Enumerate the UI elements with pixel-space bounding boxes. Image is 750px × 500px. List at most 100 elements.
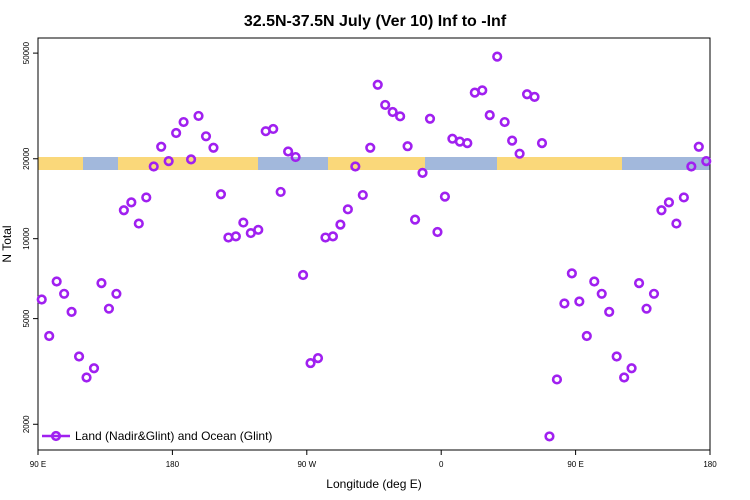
data-point <box>411 216 419 224</box>
data-point <box>419 169 427 177</box>
data-point <box>598 290 606 298</box>
data-point <box>531 93 539 101</box>
y-axis: 2000 5000 10000 20000 50000 <box>22 41 38 433</box>
data-point <box>486 111 494 119</box>
data-point <box>142 194 150 202</box>
data-point <box>650 290 658 298</box>
data-point <box>658 206 666 214</box>
data-point <box>493 53 501 61</box>
data-point <box>665 199 673 207</box>
data-point <box>344 206 352 214</box>
data-point <box>478 87 486 95</box>
data-point <box>605 308 613 316</box>
data-point <box>135 220 143 228</box>
y-axis-label: N Total <box>0 225 14 262</box>
data-point <box>643 305 651 313</box>
data-point <box>299 271 307 279</box>
data-point <box>695 143 703 151</box>
data-point <box>366 144 374 152</box>
data-point <box>277 188 285 196</box>
data-point <box>68 308 76 316</box>
data-point <box>359 191 367 199</box>
data-point <box>516 150 524 158</box>
data-point <box>60 290 68 298</box>
data-point <box>284 148 292 156</box>
data-point <box>374 81 382 89</box>
data-point <box>172 129 180 137</box>
data-point <box>202 133 210 141</box>
chart-title: 32.5N-37.5N July (Ver 10) Inf to -Inf <box>244 13 507 30</box>
data-point <box>314 354 322 362</box>
map-strip-segment <box>497 157 622 170</box>
data-point <box>501 118 509 126</box>
data-point <box>441 193 449 201</box>
data-point <box>329 233 337 241</box>
map-strip-segment <box>38 157 83 170</box>
data-point <box>426 115 434 123</box>
legend: Land (Nadir&Glint) and Ocean (Glint) <box>42 429 272 443</box>
data-point <box>105 305 113 313</box>
data-point <box>53 278 61 286</box>
x-tick-label: 90 E <box>567 460 583 469</box>
data-point <box>673 220 681 228</box>
data-point <box>583 332 591 340</box>
data-point <box>98 279 106 287</box>
y-tick-label: 20000 <box>22 147 31 170</box>
data-point <box>553 376 561 384</box>
data-point <box>568 270 576 278</box>
plot-frame <box>38 38 710 450</box>
map-strip-segment <box>622 157 710 170</box>
data-point <box>90 364 98 372</box>
data-point <box>404 142 412 150</box>
data-point <box>254 226 262 234</box>
legend-label: Land (Nadir&Glint) and Ocean (Glint) <box>75 429 272 443</box>
data-point <box>434 228 442 236</box>
data-point <box>561 300 569 308</box>
data-point <box>113 290 121 298</box>
data-point <box>38 296 46 304</box>
data-point <box>381 101 389 109</box>
map-strip-segment <box>83 157 118 170</box>
data-point <box>269 125 277 133</box>
x-tick-label: 90 W <box>297 460 316 469</box>
data-point <box>396 113 404 121</box>
y-tick-label: 5000 <box>22 309 31 327</box>
data-point <box>337 221 345 229</box>
data-point <box>538 139 546 147</box>
y-tick-label: 50000 <box>22 41 31 64</box>
data-point <box>613 353 621 361</box>
y-tick-label: 10000 <box>22 227 31 250</box>
x-axis-label: Longitude (deg E) <box>326 477 421 491</box>
data-point <box>240 219 248 227</box>
x-tick-label: 180 <box>703 460 717 469</box>
map-strip-segment <box>328 157 425 170</box>
map-strip <box>38 157 710 170</box>
data-point <box>157 143 165 151</box>
data-point <box>628 364 636 372</box>
data-point <box>195 112 203 120</box>
data-point <box>546 433 554 441</box>
data-point <box>128 199 136 207</box>
data-point <box>120 206 128 214</box>
data-point <box>635 279 643 287</box>
map-strip-segment <box>425 157 497 170</box>
y-tick-label: 2000 <box>22 415 31 433</box>
data-point <box>217 190 225 198</box>
data-points <box>38 53 710 440</box>
data-point <box>180 118 188 126</box>
data-point <box>307 359 315 367</box>
data-point <box>576 298 584 306</box>
data-point <box>210 144 218 152</box>
data-point <box>464 139 472 147</box>
data-point <box>83 374 91 382</box>
data-point <box>75 353 83 361</box>
x-tick-label: 90 E <box>30 460 46 469</box>
data-point <box>620 374 628 382</box>
x-tick-label: 180 <box>166 460 180 469</box>
data-point <box>590 278 598 286</box>
data-point <box>232 233 240 241</box>
x-tick-label: 0 <box>439 460 444 469</box>
data-point <box>680 194 688 202</box>
